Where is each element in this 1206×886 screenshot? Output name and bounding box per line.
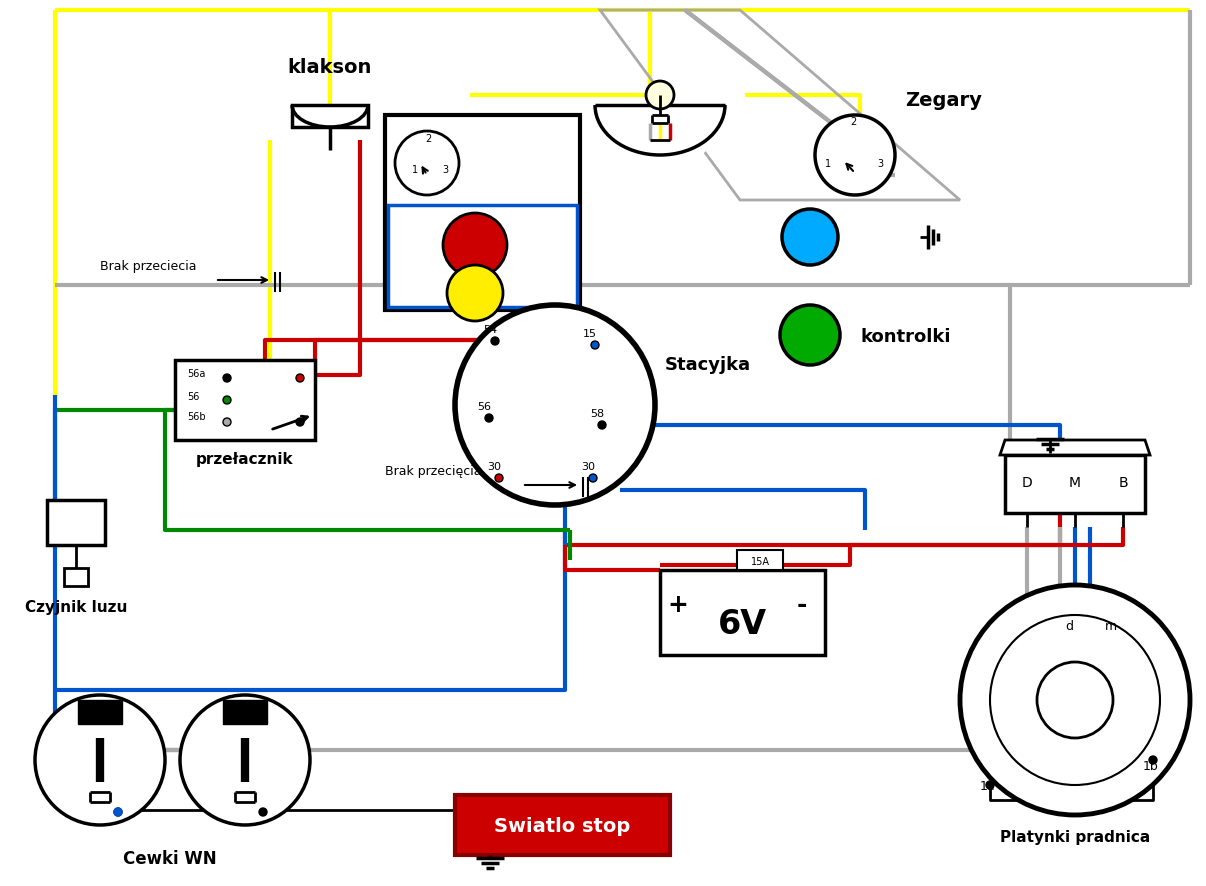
Circle shape <box>35 695 165 825</box>
Text: Stacyjka: Stacyjka <box>665 356 751 374</box>
Circle shape <box>223 374 232 382</box>
Circle shape <box>223 396 232 404</box>
FancyBboxPatch shape <box>78 700 122 724</box>
Text: 15: 15 <box>582 329 597 339</box>
Circle shape <box>646 81 674 109</box>
Text: kontrolki: kontrolki <box>860 328 950 346</box>
Text: 6V: 6V <box>718 609 767 641</box>
Circle shape <box>491 337 499 345</box>
Circle shape <box>987 781 994 789</box>
FancyBboxPatch shape <box>385 115 580 310</box>
FancyBboxPatch shape <box>175 360 315 440</box>
Text: 56a: 56a <box>187 369 205 379</box>
Circle shape <box>259 808 267 816</box>
FancyBboxPatch shape <box>64 568 88 586</box>
Circle shape <box>295 374 304 382</box>
Circle shape <box>1149 756 1157 764</box>
Circle shape <box>396 131 459 195</box>
FancyBboxPatch shape <box>660 570 825 655</box>
FancyBboxPatch shape <box>292 105 368 127</box>
Text: Czyjnik luzu: Czyjnik luzu <box>25 600 127 615</box>
Text: 58: 58 <box>590 409 604 419</box>
Text: D: D <box>1021 476 1032 490</box>
Circle shape <box>815 115 895 195</box>
Text: B: B <box>1118 476 1128 490</box>
Text: 30: 30 <box>581 462 595 472</box>
Circle shape <box>455 305 655 505</box>
Circle shape <box>443 213 507 277</box>
Text: -: - <box>797 593 807 617</box>
Text: 56: 56 <box>478 402 491 412</box>
Text: Cewki WN: Cewki WN <box>123 850 217 868</box>
Text: przełacznik: przełacznik <box>197 452 294 467</box>
FancyBboxPatch shape <box>223 700 267 724</box>
Text: 56b: 56b <box>187 412 206 422</box>
Text: d: d <box>1065 620 1073 633</box>
Circle shape <box>1037 662 1113 738</box>
Circle shape <box>990 615 1160 785</box>
Text: Swiatlo stop: Swiatlo stop <box>494 818 630 836</box>
Circle shape <box>781 209 838 265</box>
Text: 3: 3 <box>877 159 883 169</box>
Circle shape <box>115 808 122 816</box>
FancyBboxPatch shape <box>737 550 783 570</box>
Text: 3: 3 <box>443 165 449 175</box>
Circle shape <box>223 418 232 426</box>
Circle shape <box>598 421 605 429</box>
Text: m: m <box>1105 620 1117 633</box>
Polygon shape <box>1000 440 1151 455</box>
Text: 2: 2 <box>850 117 856 127</box>
FancyBboxPatch shape <box>455 795 671 855</box>
Text: 1: 1 <box>412 165 418 175</box>
Text: 1: 1 <box>825 159 831 169</box>
Circle shape <box>494 474 503 482</box>
Circle shape <box>780 305 841 365</box>
Circle shape <box>485 414 493 422</box>
Text: M: M <box>1069 476 1081 490</box>
Text: 54: 54 <box>482 325 497 335</box>
Text: 15A: 15A <box>750 557 769 567</box>
Text: 1b: 1b <box>1143 760 1159 773</box>
Circle shape <box>447 265 503 321</box>
Circle shape <box>115 808 122 816</box>
Circle shape <box>180 695 310 825</box>
Circle shape <box>589 474 597 482</box>
Circle shape <box>591 341 599 349</box>
FancyBboxPatch shape <box>47 500 105 545</box>
Text: Platynki pradnica: Platynki pradnica <box>1000 830 1151 845</box>
Text: 56: 56 <box>187 392 199 402</box>
Text: +: + <box>668 593 689 617</box>
FancyBboxPatch shape <box>1005 455 1144 513</box>
Text: 30: 30 <box>487 462 500 472</box>
Text: klakson: klakson <box>288 58 373 77</box>
Text: Brak przecięcia: Brak przecięcia <box>385 465 481 478</box>
Text: Brak przeciecia: Brak przeciecia <box>100 260 197 273</box>
Circle shape <box>295 418 304 426</box>
Text: 1a: 1a <box>980 780 996 793</box>
Wedge shape <box>595 105 725 170</box>
Wedge shape <box>292 105 368 143</box>
Circle shape <box>960 585 1190 815</box>
Text: Zegary: Zegary <box>904 90 982 110</box>
Text: 2: 2 <box>425 134 432 144</box>
